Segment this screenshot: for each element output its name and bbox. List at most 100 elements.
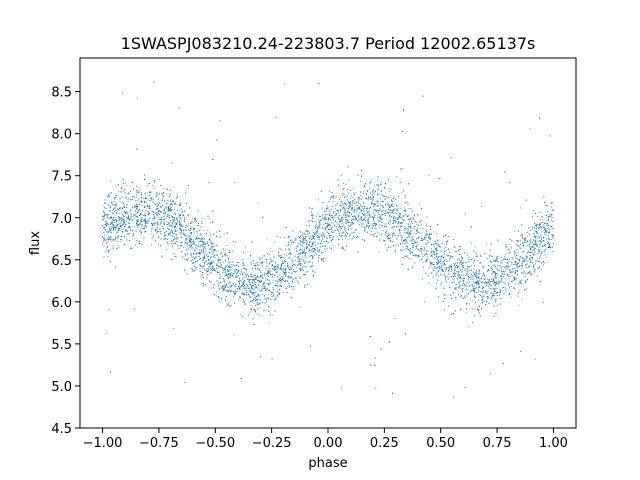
scatter-point	[230, 282, 231, 284]
scatter-point	[534, 240, 536, 242]
scatter-point	[165, 218, 167, 219]
scatter-point	[183, 233, 185, 235]
scatter-point	[377, 213, 379, 215]
scatter-point	[504, 253, 506, 255]
scatter-point	[455, 289, 457, 291]
scatter-point	[509, 243, 511, 245]
scatter-point	[482, 289, 484, 291]
scatter-point	[360, 219, 362, 221]
scatter-point	[509, 270, 511, 272]
scatter-point	[238, 287, 240, 288]
scatter-point	[209, 269, 211, 271]
scatter-point	[487, 270, 489, 271]
scatter-point	[352, 201, 354, 203]
scatter-point	[450, 255, 451, 257]
scatter-point	[145, 221, 147, 223]
scatter-point	[306, 224, 308, 226]
scatter-point	[186, 252, 188, 254]
scatter-point	[117, 225, 119, 227]
scatter-point	[368, 197, 370, 199]
scatter-point	[268, 294, 270, 296]
scatter-point	[337, 217, 339, 218]
scatter-point	[317, 243, 319, 244]
scatter-point	[454, 273, 456, 275]
scatter-point	[373, 204, 375, 206]
scatter-point	[376, 180, 378, 182]
scatter-point	[490, 266, 492, 268]
scatter-point	[216, 264, 218, 266]
scatter-point	[385, 198, 386, 200]
scatter-point	[226, 296, 227, 297]
scatter-point	[502, 259, 504, 261]
scatter-point	[406, 233, 408, 235]
scatter-point	[347, 210, 349, 212]
scatter-point	[117, 236, 119, 238]
scatter-point	[540, 268, 542, 270]
scatter-point	[541, 231, 542, 233]
scatter-point	[109, 228, 110, 230]
scatter-point	[552, 246, 554, 248]
scatter-point	[205, 251, 207, 253]
scatter-point	[358, 215, 360, 216]
scatter-point	[325, 229, 327, 231]
scatter-point	[440, 275, 442, 277]
scatter-point	[215, 250, 217, 252]
scatter-point	[176, 219, 178, 221]
scatter-point	[257, 275, 259, 277]
scatter-point	[514, 231, 516, 233]
scatter-point	[374, 185, 376, 187]
scatter-point	[136, 191, 138, 193]
scatter-point	[468, 326, 470, 328]
scatter-point	[244, 247, 246, 249]
scatter-point	[264, 282, 266, 284]
scatter-point	[350, 207, 352, 208]
scatter-point	[416, 222, 418, 224]
scatter-point	[162, 225, 164, 227]
scatter-point	[399, 233, 401, 235]
scatter-point	[526, 288, 528, 290]
scatter-point	[283, 261, 285, 263]
scatter-point	[460, 276, 461, 278]
scatter-point	[129, 210, 131, 212]
scatter-point	[421, 232, 423, 234]
scatter-point	[193, 235, 195, 237]
scatter-point	[118, 191, 120, 193]
scatter-point	[522, 242, 524, 244]
scatter-point	[402, 236, 403, 238]
scatter-point	[319, 221, 321, 223]
scatter-point	[310, 251, 312, 253]
scatter-point	[256, 302, 258, 304]
scatter-point	[250, 276, 252, 277]
scatter-point	[318, 250, 320, 252]
scatter-point	[320, 240, 322, 242]
scatter-point	[305, 237, 307, 239]
scatter-point	[190, 235, 192, 237]
scatter-point	[322, 213, 324, 215]
scatter-point	[314, 248, 316, 250]
scatter-point	[537, 237, 539, 239]
scatter-point	[147, 192, 149, 194]
scatter-point	[192, 217, 194, 219]
scatter-point	[480, 254, 482, 256]
scatter-point	[173, 233, 174, 235]
scatter-point	[341, 195, 343, 197]
scatter-point	[248, 294, 250, 296]
scatter-point	[328, 223, 330, 225]
scatter-point	[230, 274, 231, 275]
scatter-point	[287, 263, 288, 265]
scatter-point	[400, 243, 402, 245]
scatter-point	[253, 291, 255, 293]
scatter-point	[317, 228, 319, 230]
scatter-point	[429, 237, 431, 239]
scatter-point	[179, 220, 181, 222]
scatter-point	[226, 305, 228, 307]
scatter-point	[384, 187, 385, 189]
scatter-point	[510, 296, 512, 298]
scatter-point	[130, 214, 132, 215]
scatter-point	[134, 217, 136, 219]
scatter-point	[460, 275, 462, 276]
scatter-point	[355, 205, 357, 207]
scatter-point	[177, 216, 179, 218]
scatter-point	[174, 204, 176, 206]
scatter-point	[472, 283, 474, 285]
